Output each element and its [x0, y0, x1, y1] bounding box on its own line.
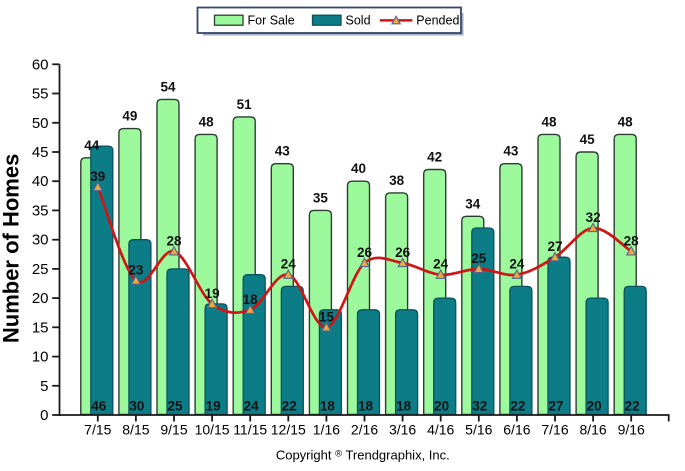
svg-text:39: 39 — [90, 169, 105, 184]
svg-text:20: 20 — [434, 399, 449, 414]
svg-text:22: 22 — [510, 399, 525, 414]
svg-text:26: 26 — [395, 245, 411, 260]
svg-text:22: 22 — [625, 399, 640, 414]
svg-text:10/15: 10/15 — [195, 422, 230, 438]
svg-text:22: 22 — [282, 399, 297, 414]
svg-text:48: 48 — [199, 114, 215, 129]
svg-text:34: 34 — [465, 196, 481, 211]
svg-text:For Sale: For Sale — [248, 14, 295, 28]
svg-text:23: 23 — [128, 263, 144, 278]
svg-text:24: 24 — [509, 257, 525, 272]
svg-text:15: 15 — [32, 319, 49, 336]
svg-text:Number of Homes: Number of Homes — [0, 154, 24, 343]
svg-text:7/16: 7/16 — [541, 422, 568, 438]
svg-text:6/16: 6/16 — [503, 422, 530, 438]
svg-text:54: 54 — [160, 79, 176, 94]
svg-text:9/16: 9/16 — [618, 422, 645, 438]
svg-text:43: 43 — [503, 144, 519, 159]
svg-text:25: 25 — [167, 399, 183, 414]
svg-text:26: 26 — [357, 245, 373, 260]
svg-text:42: 42 — [427, 150, 442, 165]
svg-text:Copyright ® Trendgraphix, Inc.: Copyright ® Trendgraphix, Inc. — [276, 448, 450, 463]
svg-text:44: 44 — [84, 138, 100, 153]
svg-text:0: 0 — [40, 407, 48, 424]
svg-text:1/16: 1/16 — [313, 422, 340, 438]
svg-text:12/15: 12/15 — [271, 422, 306, 438]
svg-text:38: 38 — [389, 173, 405, 188]
svg-text:10: 10 — [32, 349, 49, 366]
svg-text:40: 40 — [351, 161, 366, 176]
svg-text:9/15: 9/15 — [160, 422, 187, 438]
svg-text:Sold: Sold — [346, 14, 371, 28]
svg-text:24: 24 — [281, 257, 297, 272]
svg-text:18: 18 — [358, 399, 374, 414]
svg-text:2/16: 2/16 — [351, 422, 378, 438]
svg-text:18: 18 — [396, 399, 412, 414]
svg-text:20: 20 — [32, 290, 49, 307]
svg-text:5/16: 5/16 — [465, 422, 492, 438]
svg-text:27: 27 — [548, 399, 563, 414]
svg-text:30: 30 — [32, 232, 49, 249]
svg-text:55: 55 — [32, 86, 49, 103]
svg-text:35: 35 — [32, 202, 49, 219]
svg-text:40: 40 — [32, 173, 49, 190]
svg-text:27: 27 — [547, 239, 562, 254]
svg-text:43: 43 — [275, 144, 291, 159]
svg-text:32: 32 — [586, 210, 601, 225]
svg-text:5: 5 — [40, 378, 48, 395]
svg-text:19: 19 — [206, 399, 221, 414]
svg-text:18: 18 — [243, 292, 259, 307]
svg-text:28: 28 — [166, 233, 182, 248]
svg-text:18: 18 — [320, 399, 336, 414]
svg-text:45: 45 — [32, 144, 49, 161]
svg-text:46: 46 — [91, 399, 107, 414]
svg-text:Pended: Pended — [416, 14, 459, 28]
svg-text:24: 24 — [433, 257, 449, 272]
svg-text:3/16: 3/16 — [389, 422, 416, 438]
svg-text:8/15: 8/15 — [122, 422, 149, 438]
svg-text:50: 50 — [32, 115, 49, 132]
svg-text:24: 24 — [244, 399, 260, 414]
svg-text:30: 30 — [129, 399, 144, 414]
svg-text:25: 25 — [471, 251, 487, 266]
svg-text:4/16: 4/16 — [427, 422, 454, 438]
svg-text:48: 48 — [618, 114, 634, 129]
svg-text:35: 35 — [313, 190, 329, 205]
svg-text:11/15: 11/15 — [233, 422, 267, 438]
svg-text:7/15: 7/15 — [84, 422, 111, 438]
svg-text:19: 19 — [205, 286, 220, 301]
svg-text:25: 25 — [32, 261, 49, 278]
svg-text:28: 28 — [624, 233, 640, 248]
svg-text:51: 51 — [237, 97, 253, 112]
svg-text:48: 48 — [541, 114, 557, 129]
svg-text:60: 60 — [32, 56, 49, 73]
svg-text:8/16: 8/16 — [579, 422, 606, 438]
svg-text:49: 49 — [122, 109, 137, 124]
svg-text:20: 20 — [587, 399, 602, 414]
svg-text:32: 32 — [472, 399, 487, 414]
svg-text:15: 15 — [319, 309, 335, 324]
svg-text:45: 45 — [580, 132, 596, 147]
